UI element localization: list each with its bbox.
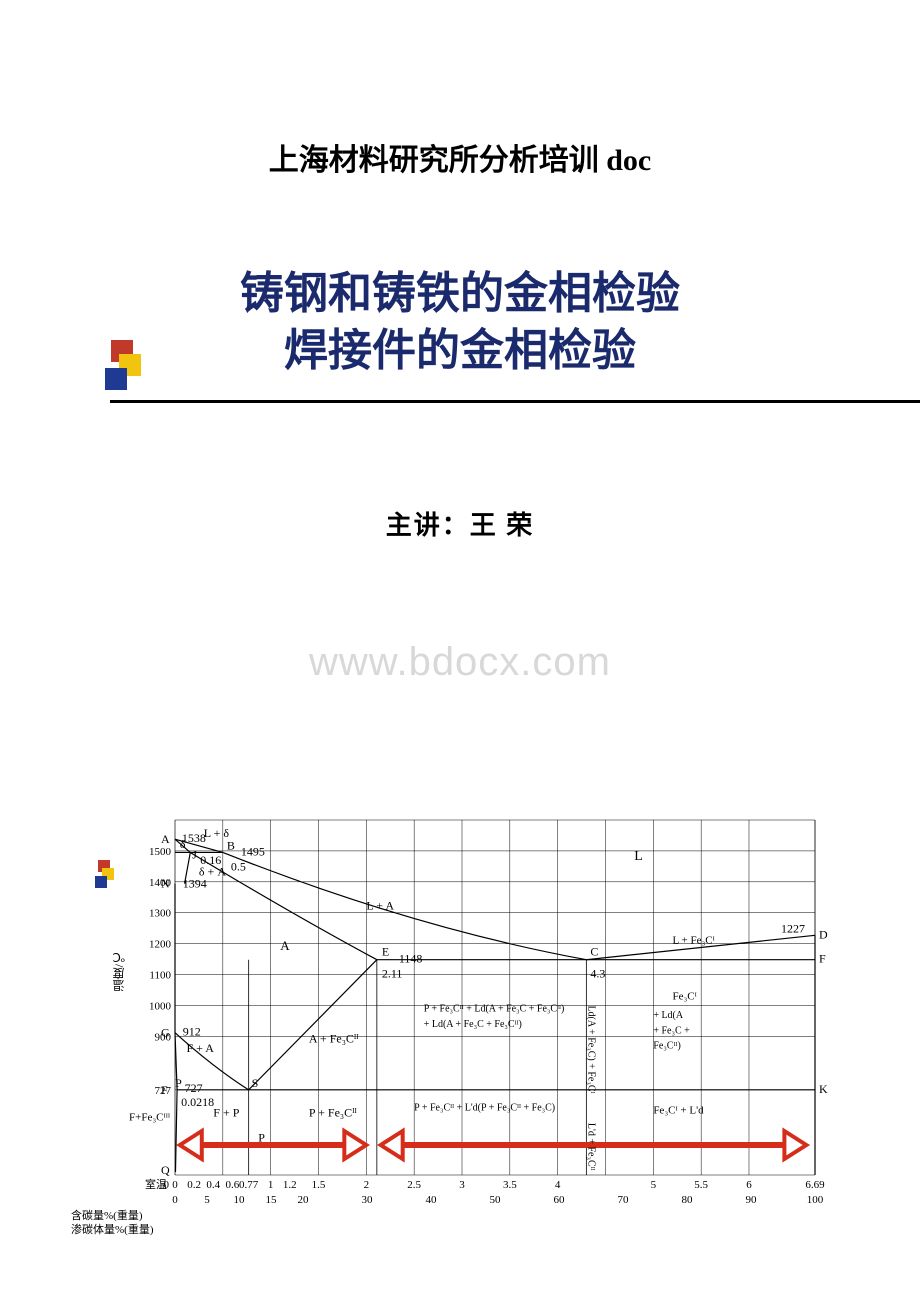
- svg-text:70: 70: [618, 1194, 630, 1206]
- svg-text:0.6: 0.6: [226, 1179, 240, 1191]
- svg-text:L + A: L + A: [366, 899, 394, 913]
- svg-text:P: P: [258, 1130, 265, 1144]
- svg-text:F + A: F + A: [186, 1041, 214, 1055]
- svg-text:Fe₃Cᴵ: Fe₃Cᴵ: [672, 990, 696, 1002]
- svg-text:L: L: [634, 849, 643, 864]
- svg-text:P + Fe₃Cᴵᴵ + L'd(P + Fe₃Cᴵᴵ +: P + Fe₃Cᴵᴵ + L'd(P + Fe₃Cᴵᴵ + Fe₃C): [414, 1103, 555, 1114]
- svg-text:5.5: 5.5: [694, 1179, 708, 1191]
- svg-text:L'd + Fe₃Cᴵᴵ: L'd + Fe₃Cᴵᴵ: [586, 1123, 597, 1171]
- y-axis-label: 温度/℃: [110, 950, 127, 991]
- svg-text:P: P: [175, 1076, 182, 1090]
- slide-title-line2: 焊接件的金相检验: [0, 322, 920, 379]
- svg-text:1394: 1394: [183, 877, 207, 891]
- svg-text:5: 5: [204, 1194, 210, 1206]
- svg-text:L + δ: L + δ: [204, 826, 230, 840]
- accent-icon-small: [95, 860, 113, 900]
- svg-text:50: 50: [490, 1194, 502, 1206]
- svg-text:L + Fe₃Cᴵ: L + Fe₃Cᴵ: [672, 935, 714, 947]
- svg-text:727: 727: [185, 1081, 203, 1095]
- svg-text:P + Fe₃Cᴵᴵ: P + Fe₃Cᴵᴵ: [309, 1106, 358, 1120]
- svg-text:J: J: [192, 848, 197, 862]
- x-axis-cementite-label: 渗碳体量%(重量): [71, 1221, 154, 1237]
- svg-text:δ + A: δ + A: [199, 865, 226, 879]
- svg-text:90: 90: [746, 1194, 758, 1206]
- svg-text:10: 10: [234, 1194, 246, 1206]
- svg-text:20: 20: [298, 1194, 310, 1206]
- svg-text:S: S: [252, 1076, 259, 1090]
- svg-text:80: 80: [682, 1194, 694, 1206]
- svg-text:Ld(A + Fe₃C) + Fe₃Cᴵ: Ld(A + Fe₃C) + Fe₃Cᴵ: [586, 1005, 597, 1093]
- svg-text:1300: 1300: [149, 908, 172, 920]
- svg-text:δ: δ: [180, 837, 186, 851]
- svg-text:2.11: 2.11: [382, 967, 403, 981]
- svg-text:0.4: 0.4: [206, 1179, 220, 1191]
- svg-text:1: 1: [268, 1179, 274, 1191]
- accent-blue-square-small: [95, 876, 107, 888]
- svg-text:Q: Q: [161, 1163, 170, 1177]
- svg-text:4.3: 4.3: [590, 967, 605, 981]
- slide-title-line1: 铸钢和铸铁的金相检验: [0, 265, 920, 322]
- svg-text:1100: 1100: [149, 970, 171, 982]
- svg-text:1148: 1148: [399, 952, 423, 966]
- svg-text:0.5: 0.5: [231, 859, 246, 873]
- presenter-label: 主讲：王 荣: [0, 505, 920, 542]
- svg-text:912: 912: [183, 1025, 201, 1039]
- phase-diagram: 温度/℃ 含碳量%(重量) 渗碳体量%(重量) A1538L + δB1495δ…: [115, 810, 835, 1220]
- svg-text:2.5: 2.5: [407, 1179, 421, 1191]
- page-title: 上海材料研究所分析培训 doc: [0, 135, 920, 179]
- svg-text:Fe₃Cᴵ + L'd: Fe₃Cᴵ + L'd: [653, 1105, 704, 1117]
- svg-text:900: 900: [155, 1031, 172, 1043]
- svg-text:1200: 1200: [149, 939, 172, 951]
- svg-text:Fe₃Cᴵᴵ): Fe₃Cᴵᴵ): [653, 1041, 680, 1052]
- svg-text:0.77: 0.77: [239, 1179, 259, 1191]
- svg-text:727: 727: [155, 1085, 172, 1097]
- svg-text:6.69: 6.69: [805, 1179, 825, 1191]
- svg-text:1000: 1000: [149, 1000, 172, 1012]
- svg-text:B: B: [227, 838, 235, 852]
- svg-text:3: 3: [459, 1179, 465, 1191]
- svg-text:2: 2: [364, 1179, 370, 1191]
- svg-text:1.2: 1.2: [283, 1179, 297, 1191]
- svg-text:60: 60: [554, 1194, 566, 1206]
- svg-text:F: F: [819, 952, 826, 966]
- svg-text:P + Fe₃Cᴵᴵ + Ld(A + Fe₃C + Fe₃: P + Fe₃Cᴵᴵ + Ld(A + Fe₃C + Fe₃Cᴵᴵ): [424, 1004, 565, 1015]
- svg-text:F+Fe₃Cᴵᴵᴵ: F+Fe₃Cᴵᴵᴵ: [129, 1112, 170, 1124]
- svg-text:40: 40: [426, 1194, 438, 1206]
- svg-text:1227: 1227: [781, 921, 805, 935]
- svg-text:0.2: 0.2: [187, 1179, 201, 1191]
- svg-text:1500: 1500: [149, 846, 172, 858]
- svg-text:1400: 1400: [149, 877, 172, 889]
- svg-text:4: 4: [555, 1179, 561, 1191]
- svg-text:A: A: [161, 832, 170, 846]
- slide-title: 铸钢和铸铁的金相检验 焊接件的金相检验: [0, 265, 920, 379]
- phase-diagram-svg: A1538L + δB1495δJ0.16N1394δ + A0.5LL + A…: [115, 810, 835, 1220]
- svg-text:30: 30: [362, 1194, 374, 1206]
- svg-text:15: 15: [266, 1194, 278, 1206]
- svg-text:E: E: [382, 945, 389, 959]
- title-divider: [110, 400, 920, 403]
- svg-text:F + P: F + P: [213, 1106, 239, 1120]
- svg-text:3.5: 3.5: [503, 1179, 517, 1191]
- svg-text:K: K: [819, 1082, 828, 1096]
- svg-text:A + Fe₃Cᴵᴵ: A + Fe₃Cᴵᴵ: [309, 1032, 359, 1046]
- svg-text:+ Fe₃C +: + Fe₃C +: [653, 1025, 690, 1036]
- svg-text:C: C: [590, 945, 598, 959]
- svg-text:1495: 1495: [241, 844, 265, 858]
- svg-text:D: D: [819, 927, 828, 941]
- svg-text:6: 6: [746, 1179, 752, 1191]
- watermark-text: www.bdocx.com: [0, 640, 920, 685]
- svg-text:100: 100: [807, 1194, 824, 1206]
- svg-text:5: 5: [651, 1179, 657, 1191]
- svg-text:A: A: [280, 938, 290, 953]
- svg-text:0: 0: [172, 1194, 178, 1206]
- svg-text:0: 0: [164, 1179, 170, 1191]
- svg-text:0.0218: 0.0218: [181, 1095, 214, 1109]
- svg-text:+ Ld(A: + Ld(A: [653, 1010, 684, 1021]
- svg-text:1.5: 1.5: [312, 1179, 326, 1191]
- svg-text:+ Ld(A + Fe₃C + Fe₃Cᴵᴵ): + Ld(A + Fe₃C + Fe₃Cᴵᴵ): [424, 1019, 522, 1030]
- svg-text:0: 0: [172, 1179, 178, 1191]
